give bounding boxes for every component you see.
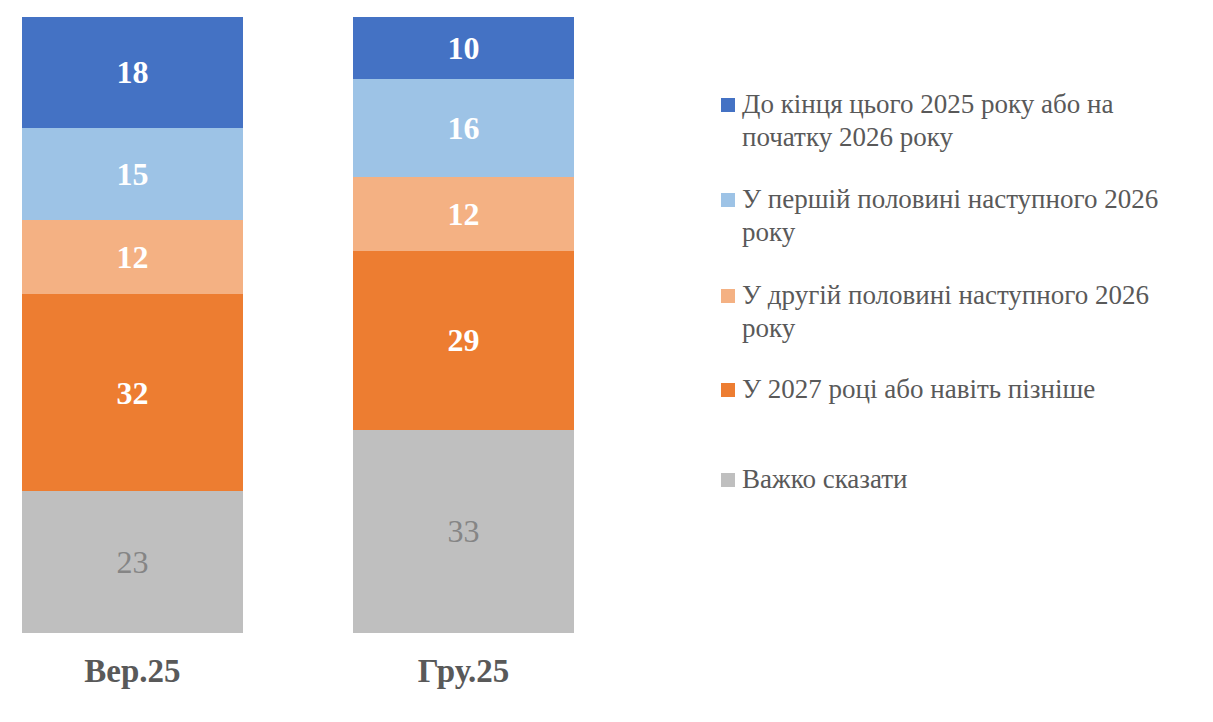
segment-value-label: 15 — [117, 158, 149, 190]
legend-label: У першій половині наступного 2026 року — [742, 183, 1194, 249]
category-label: Вер.25 — [22, 653, 243, 690]
bar-segment: 12 — [353, 177, 574, 251]
segment-value-label: 33 — [448, 515, 480, 547]
legend-label: У другій половині наступного 2026 року — [742, 279, 1194, 345]
category-label: Гру.25 — [353, 653, 574, 690]
legend-swatch-icon — [721, 383, 735, 397]
segment-value-label: 18 — [117, 56, 149, 88]
legend-item: Важко сказати — [721, 463, 1194, 496]
bar-segment: 18 — [22, 17, 243, 128]
plot-area: 18 15 12 32 23 Вер.25 10 16 12 29 33 Гру.25 — [22, 17, 602, 722]
segment-value-label: 23 — [117, 546, 149, 578]
legend-swatch-icon — [721, 193, 735, 207]
bar-column: 18 15 12 32 23 — [22, 17, 243, 633]
legend-label: У 2027 році або навіть пізніше — [742, 373, 1194, 406]
legend-swatch-icon — [721, 473, 735, 487]
legend-swatch-icon — [721, 98, 735, 112]
bar-segment: 10 — [353, 17, 574, 79]
segment-value-label: 12 — [448, 198, 480, 230]
legend-item: У першій половині наступного 2026 року — [721, 183, 1194, 249]
legend-item: У другій половині наступного 2026 року — [721, 279, 1194, 345]
bar-segment: 23 — [22, 491, 243, 633]
bar-segment: 15 — [22, 128, 243, 220]
bar-segment: 33 — [353, 430, 574, 633]
segment-value-label: 16 — [448, 112, 480, 144]
segment-value-label: 10 — [448, 32, 480, 64]
legend-label: Важко сказати — [742, 463, 1194, 496]
legend-swatch-icon — [721, 289, 735, 303]
stacked-bar-chart: 18 15 12 32 23 Вер.25 10 16 12 29 33 Гру.25 До кінц… — [0, 0, 1213, 722]
legend-item: До кінця цього 2025 року або на початку … — [721, 88, 1194, 154]
bar-segment: 16 — [353, 79, 574, 178]
bar-segment: 32 — [22, 294, 243, 491]
bar-segment: 29 — [353, 251, 574, 430]
bar-segment: 12 — [22, 220, 243, 294]
legend: До кінця цього 2025 року або на початку … — [721, 0, 1206, 722]
legend-label: До кінця цього 2025 року або на початку … — [742, 88, 1194, 154]
legend-item: У 2027 році або навіть пізніше — [721, 373, 1194, 406]
segment-value-label: 32 — [117, 377, 149, 409]
bar-column: 10 16 12 29 33 — [353, 17, 574, 633]
segment-value-label: 29 — [448, 324, 480, 356]
segment-value-label: 12 — [117, 241, 149, 273]
